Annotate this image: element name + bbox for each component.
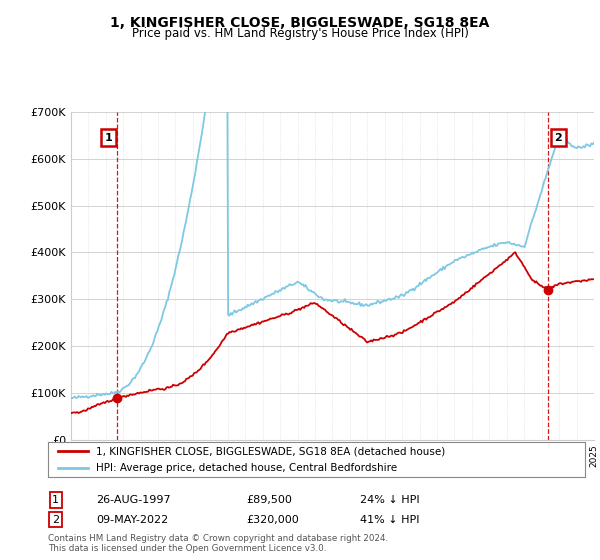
Text: £320,000: £320,000 <box>246 515 299 525</box>
Text: Price paid vs. HM Land Registry's House Price Index (HPI): Price paid vs. HM Land Registry's House … <box>131 27 469 40</box>
Text: 1, KINGFISHER CLOSE, BIGGLESWADE, SG18 8EA (detached house): 1, KINGFISHER CLOSE, BIGGLESWADE, SG18 8… <box>97 446 446 456</box>
Text: 1, KINGFISHER CLOSE, BIGGLESWADE, SG18 8EA: 1, KINGFISHER CLOSE, BIGGLESWADE, SG18 8… <box>110 16 490 30</box>
Text: 2: 2 <box>554 133 562 143</box>
Text: £89,500: £89,500 <box>246 495 292 505</box>
Text: 09-MAY-2022: 09-MAY-2022 <box>96 515 168 525</box>
Text: 26-AUG-1997: 26-AUG-1997 <box>96 495 170 505</box>
Text: 24% ↓ HPI: 24% ↓ HPI <box>360 495 419 505</box>
Text: 1: 1 <box>52 495 59 505</box>
Text: 2: 2 <box>52 515 59 525</box>
Text: 41% ↓ HPI: 41% ↓ HPI <box>360 515 419 525</box>
Text: 1: 1 <box>104 133 112 143</box>
Text: HPI: Average price, detached house, Central Bedfordshire: HPI: Average price, detached house, Cent… <box>97 463 397 473</box>
Text: Contains HM Land Registry data © Crown copyright and database right 2024.
This d: Contains HM Land Registry data © Crown c… <box>48 534 388 553</box>
